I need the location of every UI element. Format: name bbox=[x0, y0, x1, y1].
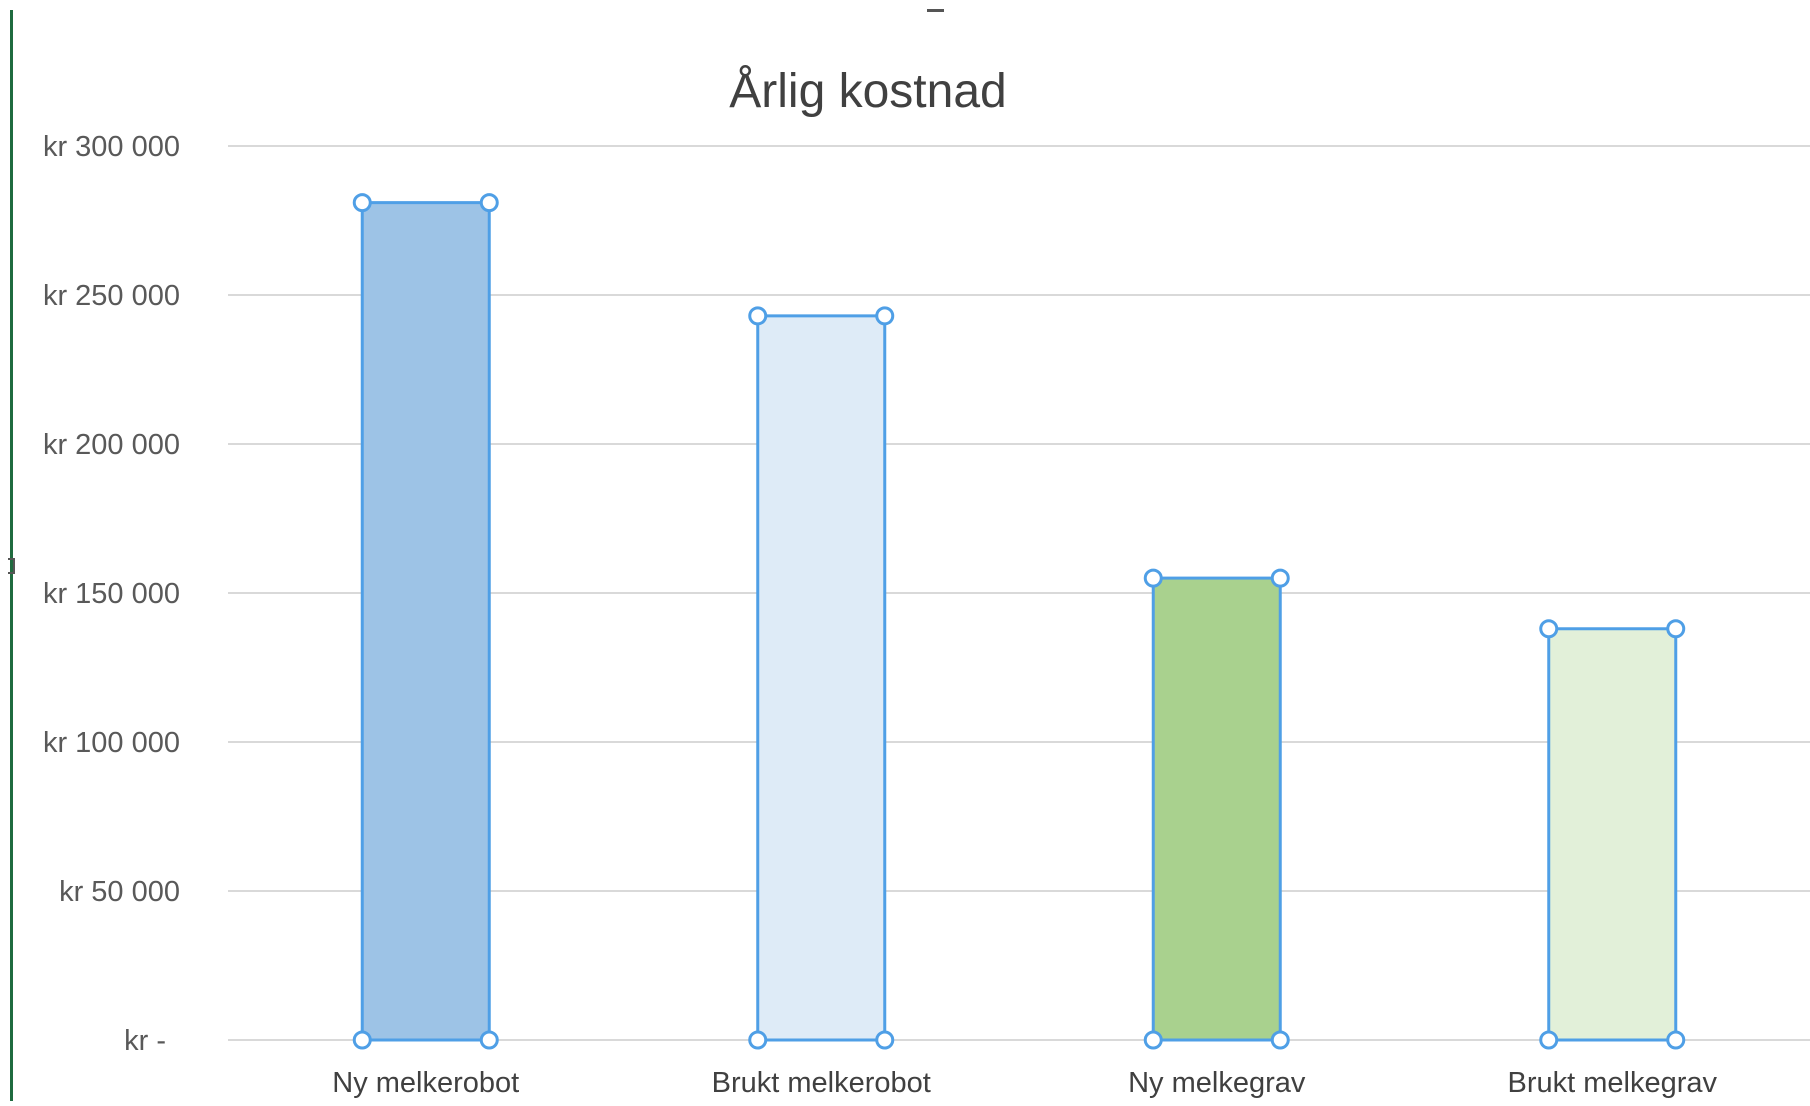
selection-handle[interactable] bbox=[875, 1030, 895, 1050]
y-tick-label: kr 200 000 bbox=[43, 429, 180, 461]
chart-left-resize-handle[interactable] bbox=[8, 558, 15, 574]
bar-group[interactable] bbox=[352, 193, 499, 1050]
y-tick-label: kr 150 000 bbox=[43, 578, 180, 610]
bar[interactable] bbox=[756, 314, 887, 1042]
bar-group[interactable] bbox=[748, 306, 895, 1050]
bar[interactable] bbox=[360, 201, 491, 1042]
selection-handle[interactable] bbox=[352, 1030, 372, 1050]
selection-handle[interactable] bbox=[875, 306, 895, 326]
gridlines bbox=[228, 145, 1810, 1041]
selection-handle[interactable] bbox=[1539, 1030, 1559, 1050]
selection-handle[interactable] bbox=[1666, 1030, 1686, 1050]
y-tick-label: kr 250 000 bbox=[43, 280, 180, 312]
selection-handle[interactable] bbox=[1143, 568, 1163, 588]
y-axis-tick-labels: kr - kr 50 000 kr 100 000 kr 150 000 kr 200 … bbox=[43, 131, 180, 1057]
x-axis-category-labels: Ny melkerobot Brukt melkerobot Ny melkegra… bbox=[332, 1067, 1717, 1099]
y-tick-label: kr - bbox=[124, 1025, 166, 1057]
y-tick-label: kr 300 000 bbox=[43, 131, 180, 163]
selection-handle[interactable] bbox=[748, 306, 768, 326]
selection-handle[interactable] bbox=[1539, 619, 1559, 639]
selection-handle[interactable] bbox=[748, 1030, 768, 1050]
selection-handle[interactable] bbox=[352, 193, 372, 213]
selection-handle[interactable] bbox=[1270, 568, 1290, 588]
selection-handle[interactable] bbox=[1270, 1030, 1290, 1050]
x-category-label: Brukt melkerobot bbox=[712, 1067, 931, 1099]
x-category-label: Ny melkerobot bbox=[332, 1067, 519, 1099]
bars[interactable] bbox=[352, 193, 1686, 1050]
selection-handle[interactable] bbox=[1666, 619, 1686, 639]
selection-handle[interactable] bbox=[479, 193, 499, 213]
bar-group[interactable] bbox=[1539, 619, 1686, 1050]
y-tick-label: kr 100 000 bbox=[43, 727, 180, 759]
chart-title: Årlig kostnad bbox=[729, 65, 1006, 118]
bar[interactable] bbox=[1547, 627, 1678, 1042]
x-category-label: Ny melkegrav bbox=[1128, 1067, 1306, 1099]
bar-group[interactable] bbox=[1143, 568, 1290, 1050]
x-category-label: Brukt melkegrav bbox=[1507, 1067, 1717, 1099]
y-tick-label: kr 50 000 bbox=[59, 876, 180, 908]
sheet-edge-line bbox=[10, 10, 13, 1101]
selection-handle[interactable] bbox=[479, 1030, 499, 1050]
chart-top-resize-handle[interactable] bbox=[927, 9, 944, 12]
bar[interactable] bbox=[1151, 576, 1282, 1042]
selection-handle[interactable] bbox=[1143, 1030, 1163, 1050]
